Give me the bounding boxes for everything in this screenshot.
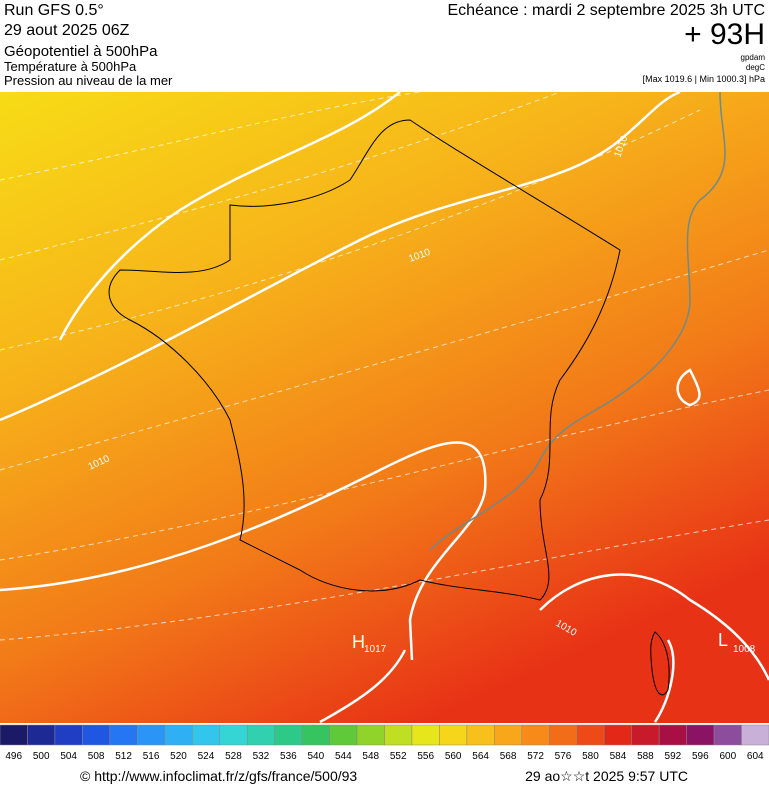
map-label: 1017: [364, 644, 387, 655]
color-swatch: [384, 724, 413, 746]
color-swatch: [521, 724, 550, 746]
colorbar-label: 584: [610, 751, 627, 762]
color-swatch: [329, 724, 358, 746]
run-title: Run GFS 0.5°: [4, 2, 104, 19]
color-swatch: [192, 724, 220, 746]
color-swatch: [576, 724, 605, 746]
colorbar-label: 528: [225, 751, 242, 762]
map-label: L: [718, 630, 728, 650]
color-swatch: [164, 724, 193, 746]
field-background: [0, 92, 769, 723]
color-swatch: [603, 724, 632, 746]
color-swatch: [27, 724, 56, 746]
color-swatch: [411, 724, 440, 746]
color-swatch: [466, 724, 495, 746]
color-swatch: [713, 724, 742, 746]
color-swatch: [549, 724, 577, 746]
color-swatch: [54, 724, 83, 746]
timestamp: 29 ao☆☆t 2025 9:57 UTC: [525, 768, 688, 784]
colorbar-label: 540: [307, 751, 324, 762]
colorbar-label: 544: [335, 751, 352, 762]
colorbar-label: 564: [472, 751, 489, 762]
colorbar-label: 548: [362, 751, 379, 762]
color-swatch: [82, 724, 111, 746]
color-swatch: [274, 724, 303, 746]
colorbar-label: 524: [198, 751, 215, 762]
color-swatch: [246, 724, 275, 746]
color-swatch: [658, 724, 687, 746]
unit: gpdam: [741, 53, 766, 62]
color-swatch: [631, 724, 660, 746]
pressure-range: [Max 1019.6 | Min 1000.3] hPa: [643, 74, 765, 84]
france-outline: [108, 119, 621, 601]
field-name: Pression au niveau de la mer: [4, 73, 173, 88]
source-url: © http://www.infoclimat.fr/z/gfs/france/…: [80, 768, 357, 784]
colorbar-label: 576: [555, 751, 572, 762]
map-label: H: [352, 632, 365, 652]
colorbar-label: 596: [692, 751, 709, 762]
temperature-contour: [429, 91, 726, 551]
colorbar-label: 516: [143, 751, 160, 762]
colorbar-label: 572: [527, 751, 544, 762]
run-date: 29 aout 2025 06Z: [4, 22, 130, 39]
corsica-outline: [650, 631, 670, 696]
map-label: 1008: [733, 644, 756, 655]
color-swatch: [109, 724, 138, 746]
color-swatch: [0, 724, 28, 746]
colorbar-label: 604: [747, 751, 764, 762]
color-swatch: [686, 724, 715, 746]
colorbar-label: 556: [417, 751, 434, 762]
color-swatch: [494, 724, 523, 746]
field-name: Géopotentiel à 500hPa: [4, 43, 158, 60]
colorbar-label: 520: [170, 751, 187, 762]
color-swatch: [137, 724, 166, 746]
colorbar: 496 500 504 508 512 516 520 524 528 532 536 540 544 5…: [0, 724, 769, 762]
color-swatch: [219, 724, 248, 746]
unit: degC: [746, 63, 765, 72]
colorbar-label: 500: [33, 751, 50, 762]
colorbar-label: 568: [500, 751, 517, 762]
colorbar-label: 592: [665, 751, 682, 762]
colorbar-label: 504: [60, 751, 77, 762]
color-swatch: [301, 724, 330, 746]
colorbar-label: 580: [582, 751, 599, 762]
colorbar-label: 552: [390, 751, 407, 762]
field-name: Température à 500hPa: [4, 59, 137, 74]
colorbar-label: 508: [88, 751, 105, 762]
color-swatch: [439, 724, 468, 746]
color-swatch: [356, 724, 385, 746]
colorbar-label: 532: [253, 751, 270, 762]
colorbar-label: 588: [637, 751, 654, 762]
colorbar-label: 600: [719, 751, 736, 762]
valid-time: Echéance : mardi 2 septembre 2025 3h UTC: [448, 2, 766, 19]
colorbar-label: 496: [5, 751, 22, 762]
isobars: [0, 90, 769, 724]
colorbar-label: 560: [445, 751, 462, 762]
colorbar-label: 536: [280, 751, 297, 762]
colorbar-label: 512: [115, 751, 132, 762]
lead-time: + 93H: [684, 18, 765, 51]
color-swatch: [741, 724, 769, 746]
